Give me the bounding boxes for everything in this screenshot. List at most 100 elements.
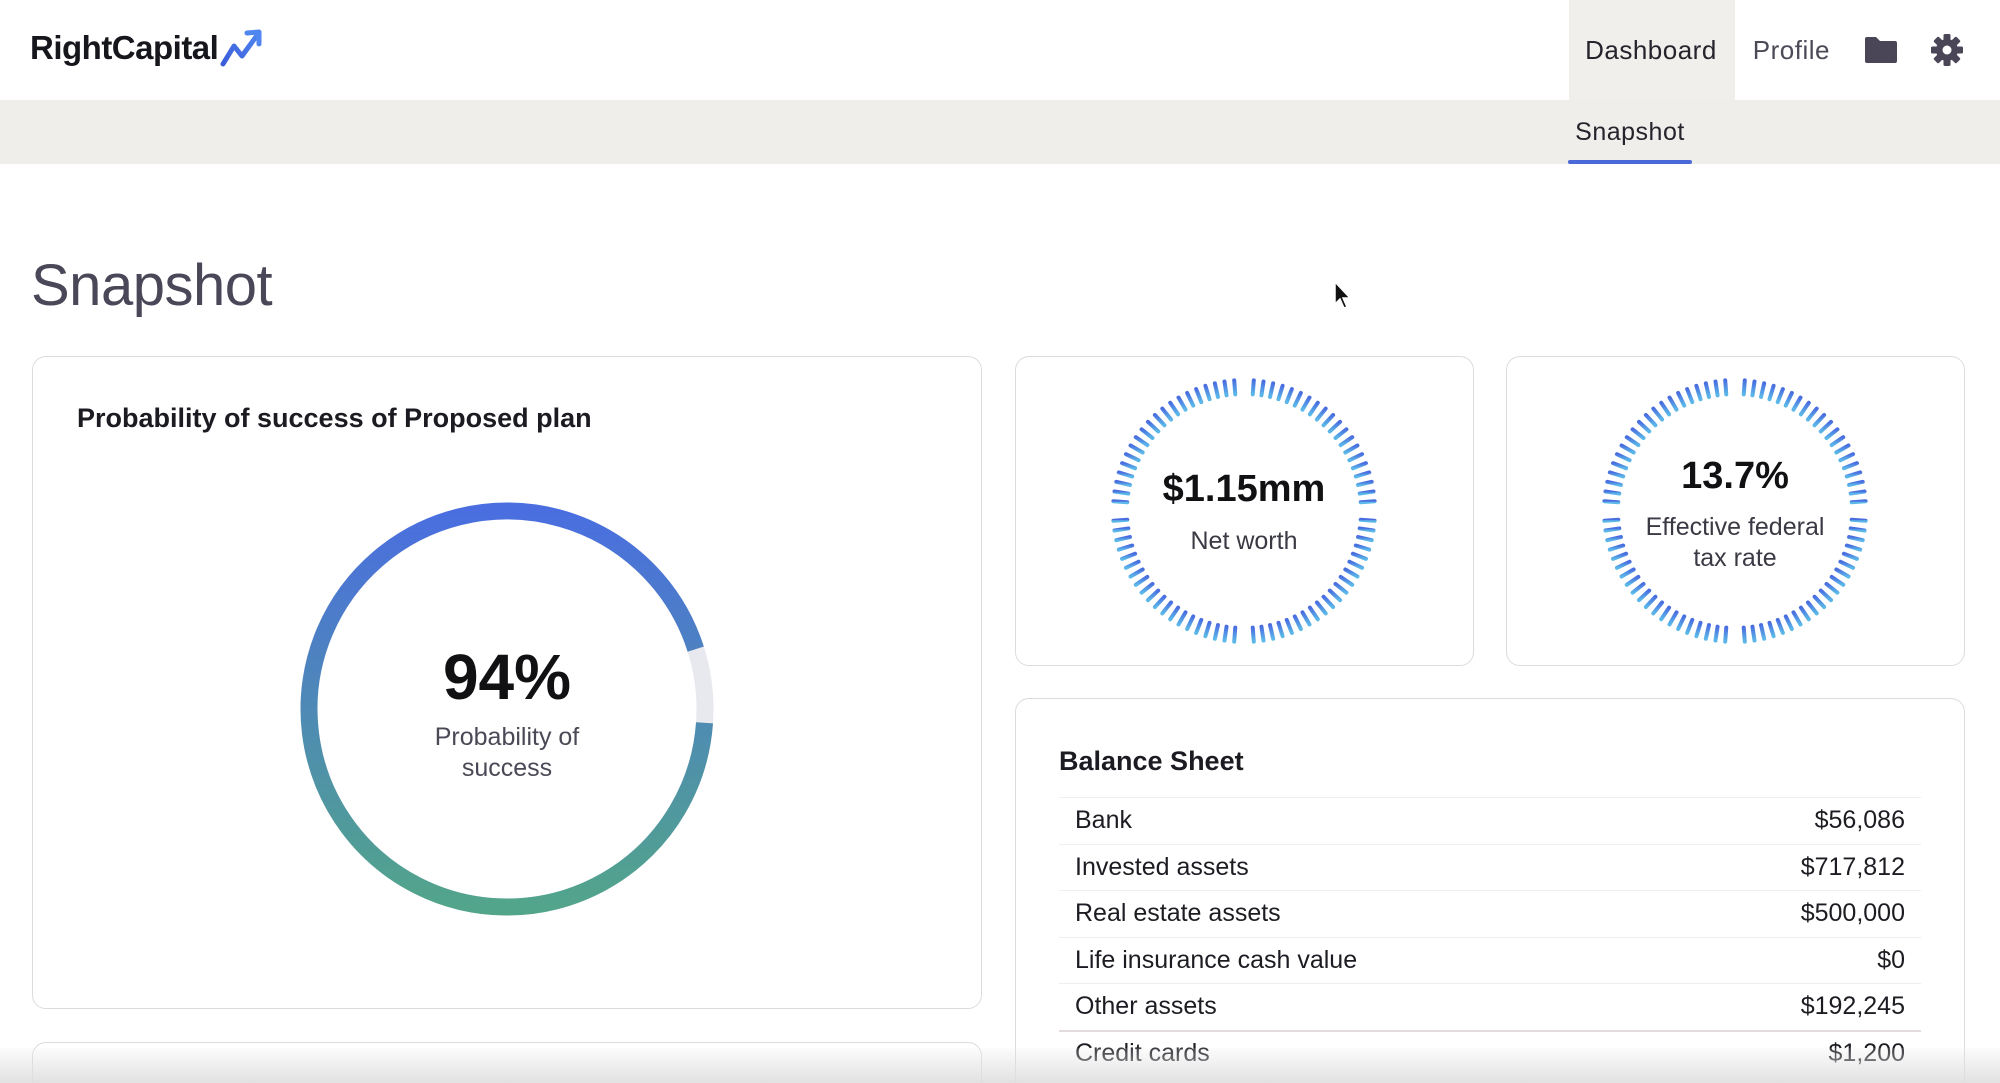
dial-tick — [1619, 443, 1636, 455]
dial-tick — [1849, 517, 1868, 523]
dial-tick — [1659, 400, 1672, 417]
dial-tick — [1356, 479, 1374, 487]
dial-tick — [1775, 387, 1785, 405]
mouse-cursor-icon — [1334, 280, 1352, 309]
dial-tick — [1651, 600, 1665, 616]
tax-rate-value: 13.7% — [1681, 455, 1789, 497]
dial-tick — [1844, 470, 1863, 479]
dial-tick — [1713, 624, 1720, 643]
dial-tick — [1268, 381, 1276, 399]
dial-tick — [1292, 614, 1303, 632]
dial-tick — [1133, 574, 1150, 587]
dial-tick — [1750, 624, 1757, 643]
settings-button[interactable] — [1914, 0, 1980, 100]
subtab-snapshot[interactable]: Snapshot — [1568, 100, 1692, 164]
gear-icon — [1931, 34, 1963, 66]
dial-tick — [1838, 559, 1856, 570]
dial-tick — [1152, 412, 1167, 428]
folder-button[interactable] — [1848, 0, 1914, 100]
dial-tick — [1703, 381, 1711, 399]
dial-tick — [1116, 543, 1135, 552]
dial-tick — [1659, 605, 1672, 622]
app-logo[interactable]: RightCapital — [30, 28, 264, 68]
dial-tick — [1750, 379, 1757, 398]
dial-tick — [1314, 406, 1328, 422]
dial-tick — [1250, 378, 1256, 397]
dial-tick — [1767, 383, 1776, 402]
dial-tick — [1353, 470, 1372, 479]
dial-tick — [1307, 605, 1320, 622]
dial-tick — [1300, 395, 1312, 412]
dial-tick — [1250, 625, 1256, 644]
dial-tick — [1838, 452, 1856, 463]
tax-rate-label: Effective federal tax rate — [1645, 513, 1825, 572]
dial-tick — [1358, 499, 1377, 505]
dial-tick — [1338, 574, 1355, 587]
dial-tick — [1152, 594, 1167, 610]
dial-tick — [1160, 600, 1174, 616]
dial-tick — [1676, 614, 1687, 632]
active-subtab-indicator — [1568, 160, 1692, 164]
dial-tick — [1643, 594, 1658, 610]
dial-tick — [1791, 395, 1803, 412]
dial-tick — [1321, 594, 1336, 610]
dial-tick — [1185, 614, 1196, 632]
dial-tick — [1338, 435, 1355, 448]
row-value: $56,086 — [1814, 806, 1905, 835]
dial-tick — [1259, 624, 1266, 643]
dial-tick — [1112, 489, 1131, 496]
dial-tick — [1636, 588, 1652, 603]
tax-rate-card — [1506, 356, 1965, 666]
row-label: Invested assets — [1075, 852, 1249, 881]
row-label: Life insurance cash value — [1075, 945, 1358, 974]
dial-tick — [1314, 600, 1328, 616]
dial-tick — [1759, 623, 1767, 641]
dial-tick — [1630, 581, 1646, 595]
dial-tick — [1805, 406, 1819, 422]
dial-tick — [1614, 452, 1632, 463]
dial-tick — [1114, 479, 1132, 487]
dial-tick — [1276, 620, 1285, 639]
dial-tick — [1847, 479, 1865, 487]
dial-tick — [1222, 624, 1229, 643]
balance-sheet-table: Bank $56,086 Invested assets $717,812 Re… — [1059, 797, 1921, 1076]
dial-tick — [1123, 559, 1141, 570]
dial-tick — [1300, 610, 1312, 627]
dial-tick — [1603, 489, 1622, 496]
table-row: Invested assets $717,812 — [1059, 843, 1921, 891]
logo-text: RightCapital — [30, 29, 219, 66]
dial-tick — [1848, 489, 1867, 496]
dial-tick — [1139, 427, 1155, 441]
dial-tick — [1120, 551, 1138, 561]
dial-tick — [1614, 559, 1632, 570]
gauge-progress-arc — [300, 502, 713, 916]
dial-tick — [1841, 551, 1859, 561]
dial-tick — [1292, 390, 1303, 408]
dial-tick — [1824, 581, 1840, 595]
dial-tick — [1259, 379, 1266, 398]
dial-tick — [1685, 617, 1695, 635]
probability-value: 94% — [442, 641, 572, 713]
probability-gauge — [300, 502, 714, 916]
dial-tick — [1603, 526, 1622, 533]
dial-tick — [1139, 581, 1155, 595]
dial-tick — [1607, 543, 1626, 552]
dial-tick — [1805, 600, 1819, 616]
nav-spacer — [1980, 0, 2000, 100]
tab-profile[interactable]: Profile — [1735, 0, 1848, 100]
dial-tick — [1611, 461, 1629, 471]
dial-tick — [1667, 610, 1679, 627]
tab-dashboard-label: Dashboard — [1585, 34, 1717, 65]
dial-tick — [1834, 567, 1851, 579]
dial-tick — [1145, 588, 1161, 603]
net-worth-label: Net worth — [1190, 527, 1298, 555]
dial-tick — [1723, 378, 1729, 397]
dial-tick — [1602, 499, 1621, 505]
folder-icon — [1865, 37, 1897, 63]
probability-label: Probability of success — [434, 723, 580, 782]
dial-tick — [1358, 517, 1377, 523]
dial-tick — [1630, 427, 1646, 441]
dial-tick — [1694, 383, 1703, 402]
dial-tick — [1232, 625, 1238, 644]
tab-dashboard[interactable]: Dashboard — [1569, 0, 1735, 100]
